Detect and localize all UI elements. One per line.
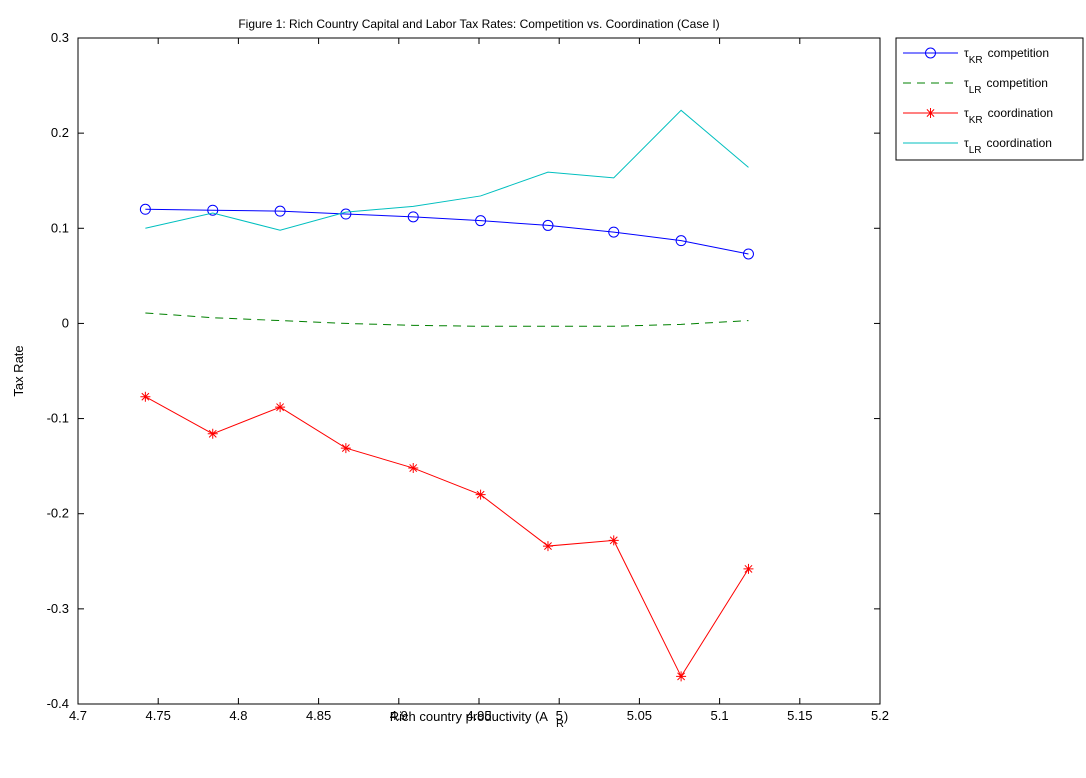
star-marker <box>743 563 754 574</box>
circle-marker <box>407 211 419 223</box>
legend-label: τLR coordination <box>964 136 1052 156</box>
legend-subscript: LR <box>969 85 982 96</box>
star-marker <box>475 489 486 500</box>
star-marker <box>608 535 619 546</box>
legend-item: τKR coordination <box>903 106 1053 126</box>
x-tick-label: 5.15 <box>787 708 812 723</box>
x-axis-label-close: ) <box>564 709 568 724</box>
legend-item: τKR competition <box>903 46 1049 66</box>
series-line <box>145 312 749 327</box>
circle-marker <box>542 219 554 231</box>
y-tick-label: -0.4 <box>47 696 69 711</box>
y-tick-label: -0.1 <box>47 411 69 426</box>
x-tick-label: 4.8 <box>229 708 247 723</box>
star-marker <box>275 402 286 413</box>
x-tick-label: 5.05 <box>627 708 652 723</box>
star-marker <box>207 428 218 439</box>
circle-marker <box>139 203 151 215</box>
legend-item: τLR coordination <box>903 136 1052 156</box>
legend-label: τLR competition <box>964 76 1048 96</box>
circle-marker <box>742 248 754 260</box>
legend-tau: τ <box>964 106 969 120</box>
x-axis-label-sub: R <box>556 718 564 730</box>
legend-series-label: coordination <box>987 136 1052 150</box>
legend-series-label: coordination <box>988 106 1053 120</box>
series-lr-competition <box>145 312 749 327</box>
legend-label: τKR coordination <box>964 106 1053 126</box>
star-marker <box>340 443 351 454</box>
star-marker <box>408 463 419 474</box>
legend-subscript: KR <box>969 55 983 66</box>
x-axis-label: Rich country productivity (A R) <box>390 709 569 730</box>
series-layer <box>139 109 754 682</box>
y-tick-label: -0.2 <box>47 506 69 521</box>
circle-marker <box>274 205 286 217</box>
x-tick-label: 5 <box>556 708 563 723</box>
series-kr-coordination <box>140 391 754 682</box>
y-tick-label: 0.1 <box>51 220 69 235</box>
legend-series-label: competition <box>987 76 1048 90</box>
legend-tau: τ <box>964 136 969 150</box>
legend-label: τKR competition <box>964 46 1049 66</box>
series-kr-competition <box>139 203 754 260</box>
x-axis-label-main: Rich country productivity (A <box>390 709 549 724</box>
x-tick-label: 4.95 <box>466 708 491 723</box>
y-tick-label: 0 <box>62 315 69 330</box>
star-marker <box>676 671 687 682</box>
x-tick-label: 4.75 <box>146 708 171 723</box>
x-tick-label: 4.7 <box>69 708 87 723</box>
series-line <box>145 109 749 231</box>
circle-marker <box>207 204 219 216</box>
legend-series-label: competition <box>988 46 1049 60</box>
star-marker <box>542 541 553 552</box>
legend-subscript: LR <box>969 145 982 156</box>
legend-tau: τ <box>964 76 969 90</box>
x-tick-label: 5.1 <box>711 708 729 723</box>
y-tick-label: 0.3 <box>51 30 69 45</box>
y-tick-label: 0.2 <box>51 125 69 140</box>
series-line <box>145 208 749 255</box>
y-axis-label: Tax Rate <box>11 345 26 396</box>
star-marker <box>925 108 936 118</box>
circle-marker <box>340 208 352 220</box>
plot-area <box>77 37 881 705</box>
circle-marker <box>925 47 936 59</box>
chart-title: Figure 1: Rich Country Capital and Labor… <box>238 17 719 31</box>
y-tick-label: -0.3 <box>47 601 69 616</box>
series-line <box>145 396 749 678</box>
series-lr-coordination <box>145 109 749 231</box>
legend: τKRcompetitionτLRcompetitionτKRcoordinat… <box>903 46 1053 156</box>
legend-box <box>895 37 1084 161</box>
star-marker <box>140 391 151 402</box>
x-tick-label: 4.9 <box>390 708 408 723</box>
circle-marker <box>675 235 687 247</box>
legend-tau: τ <box>964 46 969 60</box>
legend-item: τLR competition <box>903 76 1048 96</box>
x-tick-label: 5.2 <box>871 708 889 723</box>
legend-subscript: KR <box>969 115 983 126</box>
circle-marker <box>475 215 487 227</box>
axes: 4.7 4.75 4.8 4.85 4.9 4.95 5 5.05 5.1 5.15 5.2 -0.4… <box>47 30 889 723</box>
circle-marker <box>608 226 620 238</box>
x-tick-label: 4.85 <box>306 708 331 723</box>
